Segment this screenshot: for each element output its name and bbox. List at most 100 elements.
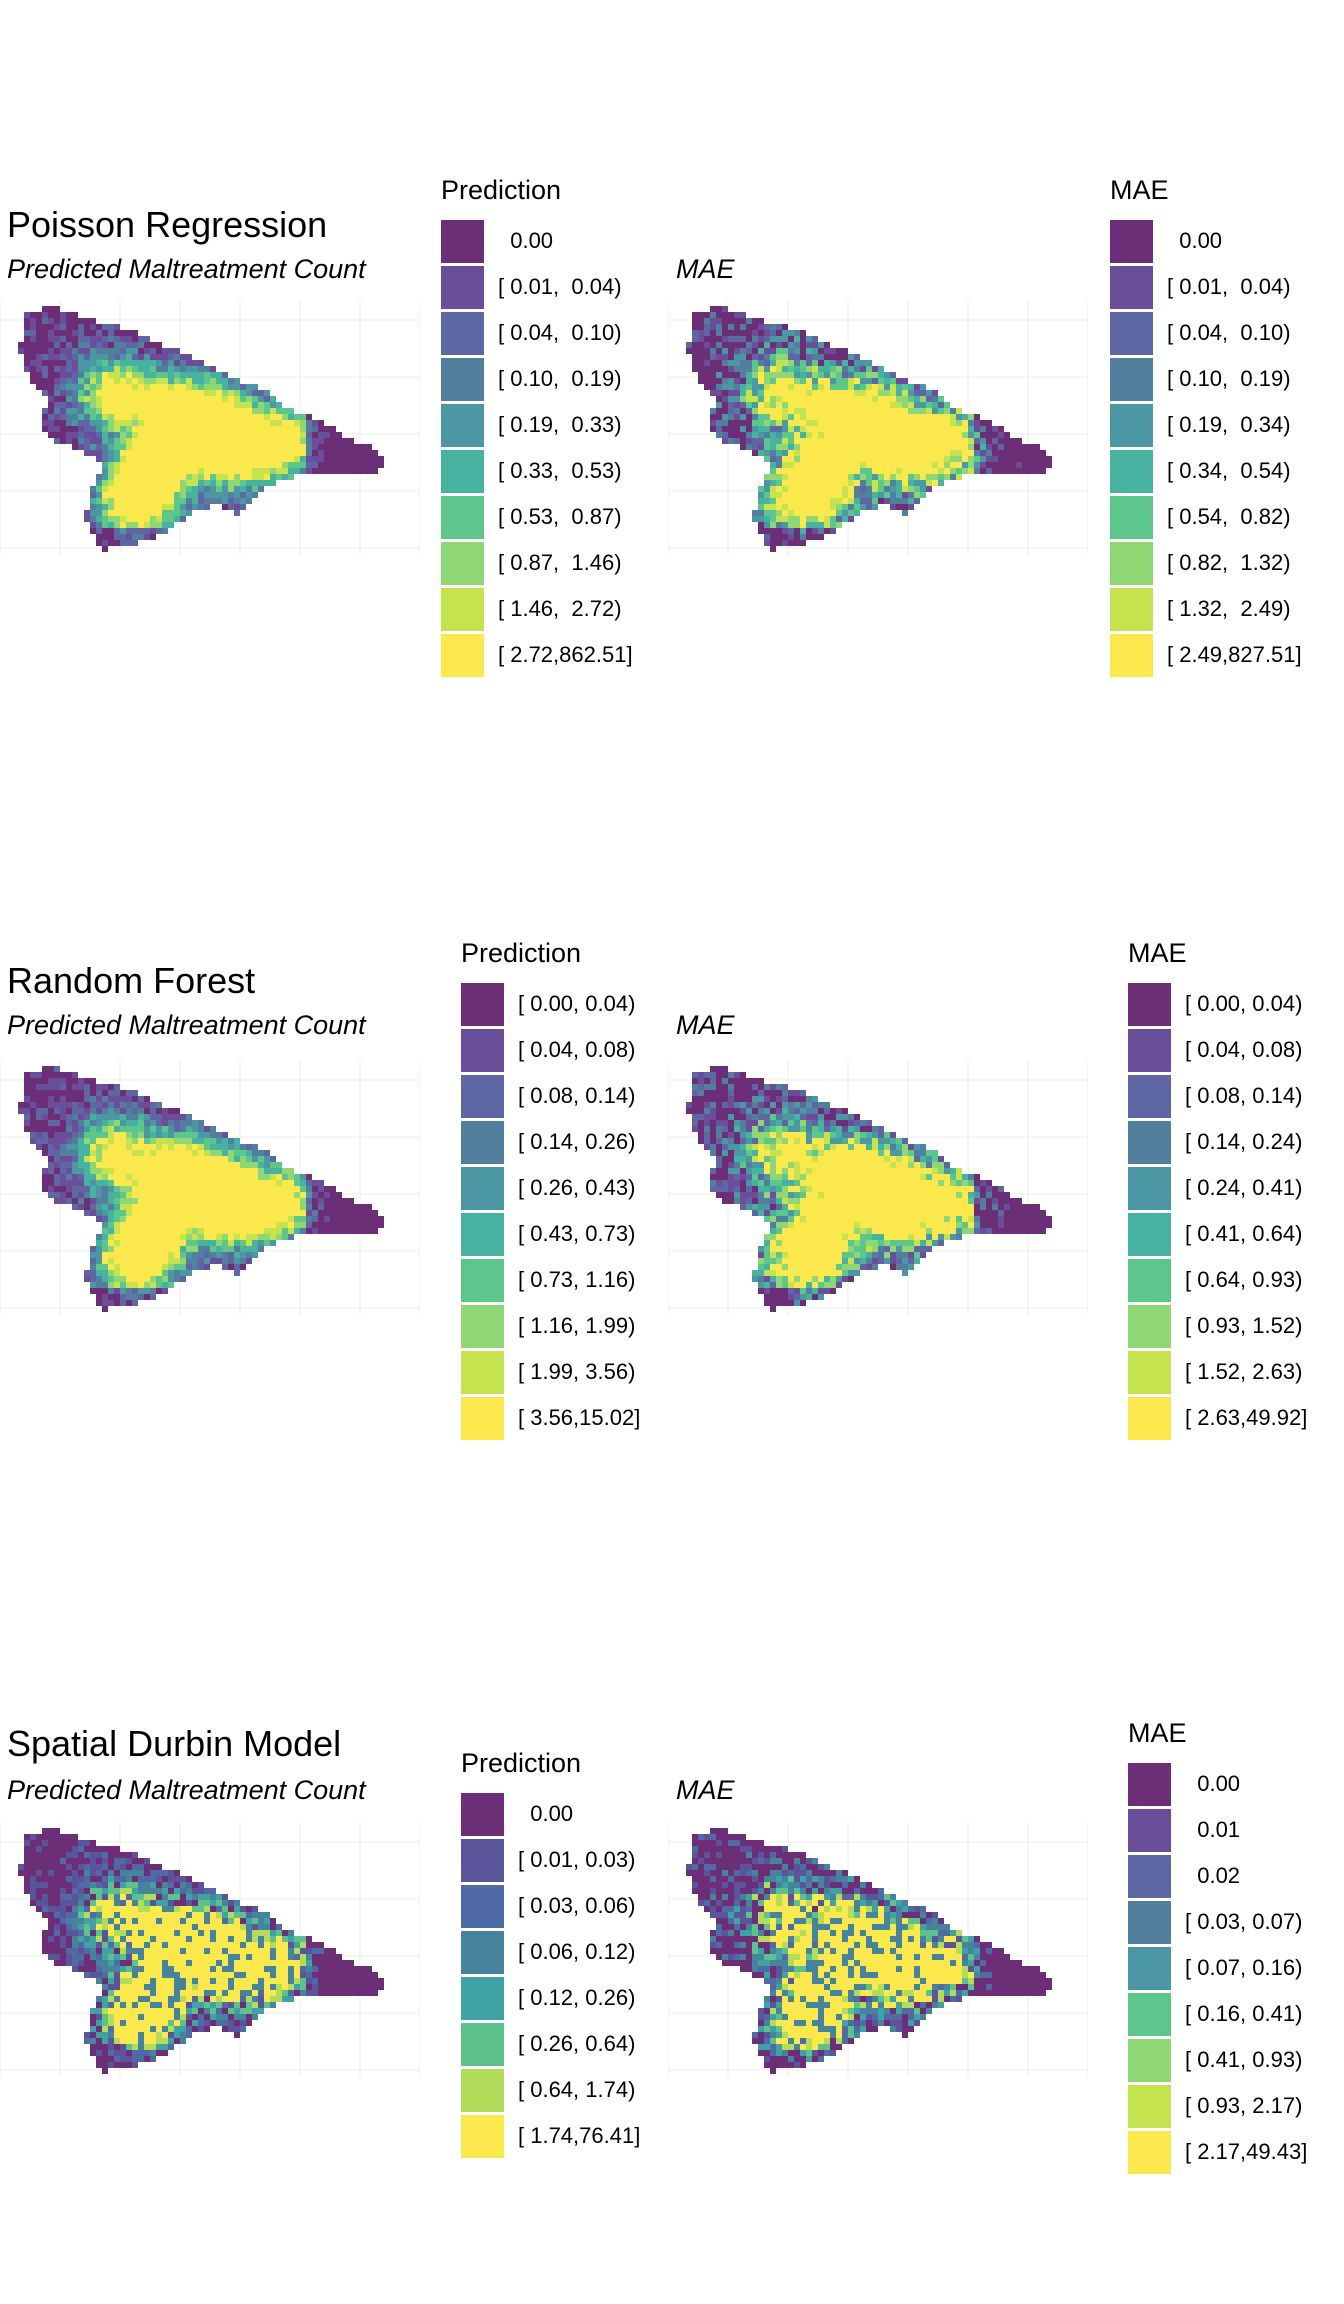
legend-label: [ 0.41, 0.64) (1185, 1221, 1303, 1246)
prediction-subtitle: Predicted Maltreatment Count (7, 1775, 366, 1805)
legend-swatch (1128, 1258, 1171, 1302)
legend-label: [ 0.41, 0.93) (1185, 2047, 1303, 2072)
legend-item: [ 2.63,49.92] (1128, 1395, 1307, 1441)
legend-label: [ 0.24, 0.41) (1185, 1175, 1303, 1200)
legend-label: [ 0.87, 1.46) (498, 550, 622, 575)
legend-label: [ 0.03, 0.06) (518, 1893, 636, 1918)
legend-item: [ 0.41, 0.93) (1128, 2037, 1307, 2083)
legend-item: [ 0.01, 0.03) (461, 1837, 640, 1883)
panel-title: Random Forest (7, 960, 256, 1001)
legend-item: [ 2.17,49.43] (1128, 2129, 1307, 2175)
legend-swatch (461, 1166, 504, 1210)
raster-cells (18, 306, 384, 552)
legend-label: [ 2.49,827.51] (1167, 642, 1302, 667)
mae-subtitle: MAE (676, 254, 735, 284)
panel-random-forest: Random Forest Predicted Maltreatment Cou… (0, 0, 1344, 1440)
legend-item: 0.02 (1128, 1853, 1307, 1899)
panel-poisson: Poisson Regression Predicted Maltreatmen… (0, 0, 1344, 760)
legend-item: [ 0.26, 0.43) (461, 1165, 640, 1211)
legend-label: [ 1.16, 1.99) (518, 1313, 636, 1338)
legend-title: MAE (1110, 175, 1169, 205)
legend-swatch (461, 1304, 504, 1348)
legend-swatch (1128, 1808, 1171, 1852)
legend-swatch (1128, 1304, 1171, 1348)
legend-title: Prediction (441, 175, 562, 205)
legend-swatch (441, 495, 484, 539)
legend-swatch (441, 633, 484, 677)
legend-item: [ 0.04, 0.08) (1128, 1027, 1307, 1073)
legend-label: [ 0.53, 0.87) (498, 504, 622, 529)
legend-label: [ 0.04, 0.08) (518, 1037, 636, 1062)
legend-label: 0.00 (518, 1801, 574, 1826)
legend-swatch (1128, 1900, 1171, 1944)
legend-item: [ 0.64, 1.74) (461, 2067, 640, 2113)
legend-label: [ 0.16, 0.41) (1185, 2001, 1303, 2026)
legend-item: [ 0.26, 0.64) (461, 2021, 640, 2067)
legend-swatch (1128, 1946, 1171, 1990)
mae-legend: MAE [ 0.00, 0.04) [ 0.04, 0.08) [ 0.08, 0.… (1128, 938, 1307, 1441)
panel-title: Poisson Regression (7, 204, 328, 245)
legend-item: [ 0.00, 0.04) (1128, 981, 1307, 1027)
legend-item: [ 0.06, 0.12) (461, 1929, 640, 1975)
legend-swatch (1128, 982, 1171, 1026)
prediction-map (0, 1822, 420, 2077)
legend-swatch (441, 219, 484, 263)
legend-swatch (461, 1350, 504, 1394)
legend-swatch (441, 449, 484, 493)
mae-map (668, 300, 1088, 555)
legend-item: 0.00 (1110, 218, 1302, 264)
legend-item: [ 0.12, 0.26) (461, 1975, 640, 2021)
legend-item: 0.00 (1128, 1761, 1307, 1807)
legend-swatch (1128, 1854, 1171, 1898)
legend-item: [ 0.16, 0.41) (1128, 1991, 1307, 2037)
legend-swatch (461, 1074, 504, 1118)
legend-swatch (461, 1212, 504, 1256)
prediction-map (0, 300, 420, 555)
mae-legend: MAE 0.00 0.01 0.02 [ 0.03, 0.07) [ 0.07, 0… (1128, 1718, 1307, 2175)
legend-item: [ 0.41, 0.64) (1128, 1211, 1307, 1257)
legend-label: [ 0.82, 1.32) (1167, 550, 1291, 575)
legend-item: [ 0.01, 0.04) (441, 264, 633, 310)
legend-label: [ 2.72,862.51] (498, 642, 633, 667)
legend-label: [ 0.01, 0.04) (498, 274, 622, 299)
legend-swatch (461, 1838, 504, 1882)
legend-swatch (1110, 449, 1153, 493)
legend-item: [ 0.07, 0.16) (1128, 1945, 1307, 1991)
legend-item: [ 2.72,862.51] (441, 632, 633, 678)
legend-label: [ 0.19, 0.34) (1167, 412, 1291, 437)
legend-item: 0.00 (441, 218, 633, 264)
legend-item: [ 0.53, 0.87) (441, 494, 633, 540)
legend-title: Prediction (461, 938, 582, 968)
legend-item: [ 0.19, 0.34) (1110, 402, 1302, 448)
legend-item: [ 0.33, 0.53) (441, 448, 633, 494)
legend-label: 0.00 (498, 228, 554, 253)
legend-item: [ 0.93, 1.52) (1128, 1303, 1307, 1349)
legend-item: [ 0.87, 1.46) (441, 540, 633, 586)
legend-item: [ 0.43, 0.73) (461, 1211, 640, 1257)
legend-label: [ 0.43, 0.73) (518, 1221, 636, 1246)
legend-swatch (1128, 1212, 1171, 1256)
legend-title: MAE (1128, 1718, 1187, 1748)
legend-label: [ 0.10, 0.19) (1167, 366, 1291, 391)
legend-swatch (461, 1028, 504, 1072)
legend-label: [ 0.10, 0.19) (498, 366, 622, 391)
legend-swatch (1128, 1028, 1171, 1072)
legend-label: [ 0.19, 0.33) (498, 412, 622, 437)
legend-swatch (1110, 311, 1153, 355)
legend-label: [ 1.32, 2.49) (1167, 596, 1291, 621)
legend-label: [ 0.08, 0.14) (518, 1083, 636, 1108)
legend-label: [ 0.54, 0.82) (1167, 504, 1291, 529)
prediction-legend: Prediction 0.00 [ 0.01, 0.04) [ 0.04, 0.10… (441, 175, 633, 678)
legend-swatch (1110, 265, 1153, 309)
legend-label: [ 1.74,76.41] (518, 2123, 641, 2148)
legend-title: Prediction (461, 1748, 582, 1778)
legend-swatch (1110, 633, 1153, 677)
legend-label: [ 0.00, 0.04) (1185, 991, 1303, 1016)
legend-swatch (461, 982, 504, 1026)
legend-item: [ 0.00, 0.04) (461, 981, 640, 1027)
mae-subtitle: MAE (676, 1775, 735, 1805)
legend-label: [ 0.00, 0.04) (518, 991, 636, 1016)
legend-item: [ 1.99, 3.56) (461, 1349, 640, 1395)
raster-cells (18, 1828, 384, 2074)
legend-item: [ 0.01, 0.04) (1110, 264, 1302, 310)
